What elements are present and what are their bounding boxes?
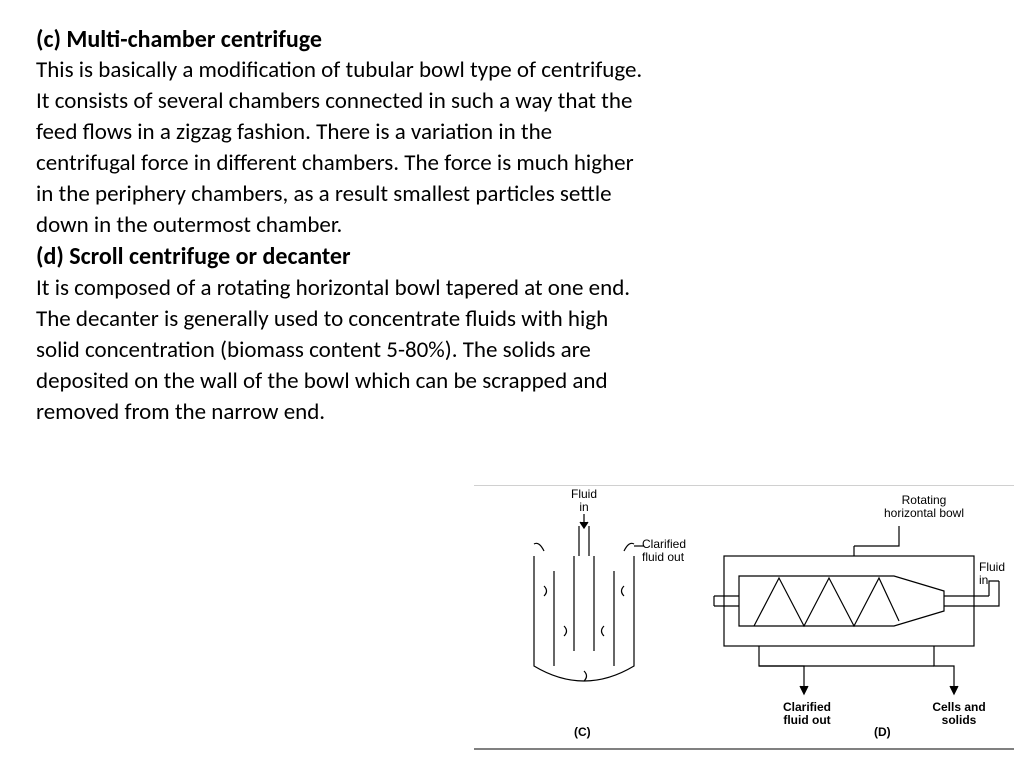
label-clarified-out-top: Clarified fluid out	[642, 538, 702, 564]
label-tag-c: (C)	[574, 726, 591, 739]
label-clarified-out-bottom: Clarified fluid out	[772, 701, 842, 727]
label-rotating-bowl: Rotating horizontal bowl	[874, 494, 974, 520]
text-content: (c) Multi-chamber centrifuge This is bas…	[0, 0, 690, 452]
diagram-d-svg	[704, 496, 1004, 726]
heading-c: (c) Multi-chamber centrifuge	[36, 24, 654, 55]
label-cells-solids: Cells and solids	[924, 701, 994, 727]
label-tag-d: (D)	[874, 726, 891, 739]
body-c: This is basically a modification of tubu…	[36, 55, 654, 241]
heading-d: (d) Scroll centrifuge or decanter	[36, 241, 654, 272]
label-fluid-in-top: Fluid in	[564, 488, 604, 514]
diagram-c-svg	[494, 496, 674, 726]
body-d: It is composed of a rotating horizontal …	[36, 273, 654, 428]
label-fluid-in-right: Fluid in	[979, 561, 1014, 587]
diagram-area: Fluid in Clarified fluid out (C)	[474, 485, 1014, 750]
